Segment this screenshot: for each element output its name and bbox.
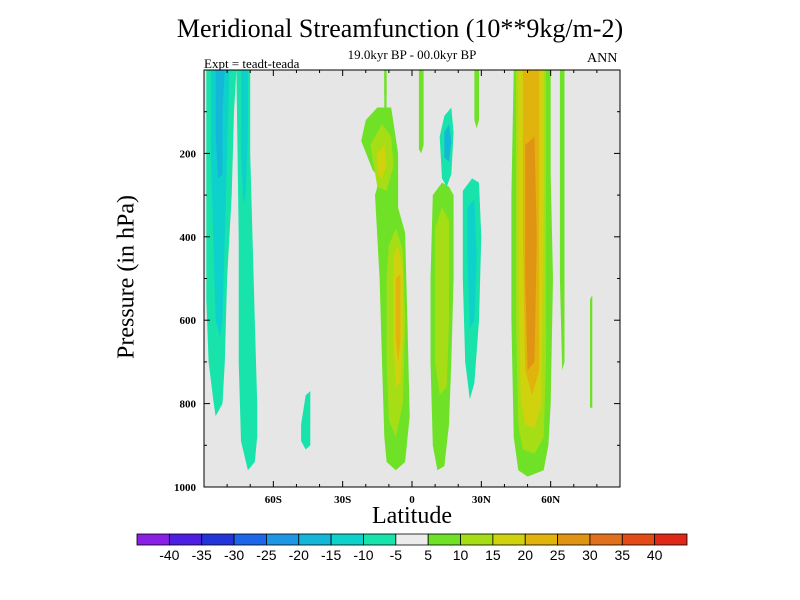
season-label: ANN xyxy=(587,51,618,66)
contour-sh-polar-negative-cell-core xyxy=(215,70,225,179)
colorbar: -40 -35 -30 -25 -20 -15 -10 -5 5 10 15 20 25 30 35 40 xyxy=(136,533,688,563)
x-axis-label: Latitude xyxy=(372,503,452,529)
colorbar-label: 35 xyxy=(615,547,631,563)
axes: 60S 30S 0 30N 60N 200 400 600 800 1000 xyxy=(174,69,621,506)
colorbar-swatch xyxy=(266,533,300,546)
chart-title: Meridional Streamfunction (10**9kg/m-2) xyxy=(176,14,624,43)
colorbar-label: 10 xyxy=(453,547,469,563)
colorbar-label: -30 xyxy=(224,547,244,563)
colorbar-swatch xyxy=(201,533,235,546)
contour-nh-tropical-positive-top xyxy=(474,70,479,129)
y-tick-label: 400 xyxy=(180,232,197,244)
colorbar-label: -40 xyxy=(159,547,179,563)
x-tick-label: 60S xyxy=(265,494,282,506)
colorbar-swatch xyxy=(136,533,170,546)
contour-eq-positive-top-strip xyxy=(418,70,424,154)
colorbar-swatch xyxy=(298,533,332,546)
colorbar-swatch xyxy=(589,533,623,546)
colorbar-label: -20 xyxy=(289,547,309,563)
contour-sh-midlat-negative-cell-core xyxy=(241,70,248,204)
plot-background xyxy=(204,70,620,487)
contour-nh-high-positive-strip xyxy=(590,295,593,408)
colorbar-label: 30 xyxy=(582,547,598,563)
colorbar-label: 40 xyxy=(647,547,663,563)
y-tick-label: 600 xyxy=(180,315,197,327)
contour-eq-south-positive-20 xyxy=(377,145,387,179)
chart-subtitle: 19.0kyr BP - 00.0kyr BP xyxy=(347,47,477,62)
y-tick-label: 1000 xyxy=(174,482,197,494)
colorbar-label: -5 xyxy=(390,547,403,563)
colorbar-swatch xyxy=(557,533,591,546)
y-tick-label: 800 xyxy=(180,399,197,411)
colorbar-swatch xyxy=(492,533,526,546)
contour-sh-midlat-negative-cell xyxy=(236,70,258,471)
colorbar-label: -35 xyxy=(192,547,212,563)
contour-equatorial-negative-upper-core xyxy=(444,124,452,162)
colorbar-label: 15 xyxy=(485,547,501,563)
colorbar-label: -10 xyxy=(353,547,373,563)
contour-nh-ferrel-positive-30 xyxy=(525,136,537,371)
colorbar-swatch xyxy=(168,533,203,546)
experiment-label: Expt = teadt-teada xyxy=(204,56,300,71)
colorbar-swatch xyxy=(621,533,656,546)
colorbar-label: -15 xyxy=(321,547,341,563)
colorbar-swatch xyxy=(460,533,494,546)
x-tick-label: 60N xyxy=(541,494,560,506)
x-tick-label: 30N xyxy=(472,494,491,506)
colorbar-label: 5 xyxy=(424,547,432,563)
y-tick-label: 200 xyxy=(180,148,197,160)
colorbar-swatch xyxy=(233,533,267,546)
contour-nh-tropical-positive-core xyxy=(435,207,449,396)
colorbar-swatch xyxy=(654,533,688,546)
colorbar-swatch xyxy=(427,533,461,546)
colorbar-label: 25 xyxy=(550,547,566,563)
plot-area xyxy=(204,70,620,487)
x-tick-label: 30S xyxy=(334,494,351,506)
contour-eq-south-positive-mid-25 xyxy=(395,274,401,362)
colorbar-swatch xyxy=(524,533,558,546)
contour-sh-small-negative-blob xyxy=(301,391,311,450)
contour-nh-subtropic-negative-core xyxy=(467,199,477,329)
colorbar-swatch xyxy=(363,533,397,546)
colorbar-label: 20 xyxy=(517,547,533,563)
x-tick-label: 0 xyxy=(409,494,415,506)
colorbar-label: -25 xyxy=(256,547,276,563)
contour-sh-polar-negative-cell-inner xyxy=(210,70,230,337)
colorbar-swatch xyxy=(395,533,429,546)
contour-nh-polar-positive-strip xyxy=(559,70,565,371)
colorbar-swatch xyxy=(330,533,364,546)
contour-eq-north-upper-positive xyxy=(384,70,387,95)
